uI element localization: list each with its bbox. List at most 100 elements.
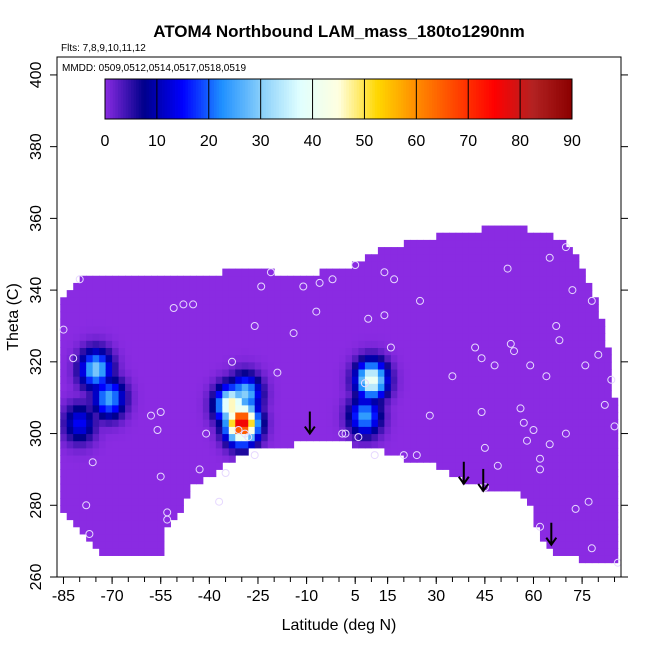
heat-cell	[105, 311, 113, 320]
heat-cell	[390, 383, 398, 392]
heat-cell	[403, 361, 411, 370]
heat-cell	[118, 426, 126, 435]
colorbar-segment	[208, 79, 212, 119]
heat-cell	[293, 361, 301, 370]
heat-cell	[488, 376, 496, 384]
x-tick-label: 30	[427, 588, 445, 605]
heat-cell	[235, 376, 243, 384]
heat-cell	[196, 383, 204, 392]
heat-cell	[79, 447, 87, 456]
heat-cell	[501, 404, 509, 413]
heat-cell	[313, 282, 321, 291]
heat-cell	[565, 354, 573, 363]
heat-cell	[274, 433, 282, 442]
heat-cell	[138, 533, 146, 542]
heat-cell	[66, 347, 74, 356]
heat-cell	[533, 505, 541, 513]
heat-cell	[105, 541, 113, 549]
y-tick-label: 380	[28, 133, 45, 160]
heat-cell	[488, 462, 496, 470]
heat-cell	[578, 526, 586, 535]
heat-cell	[92, 469, 100, 478]
heat-cell	[73, 412, 81, 420]
heat-cell	[300, 397, 308, 406]
colorbar-segment	[312, 79, 316, 119]
heat-cell	[163, 290, 171, 298]
heat-cell	[364, 340, 372, 348]
x-tick-label: 75	[573, 588, 591, 605]
heat-cell	[481, 268, 489, 277]
heat-cell	[189, 361, 197, 370]
heat-cell	[254, 383, 262, 392]
heat-cell	[319, 369, 327, 377]
heat-cell	[163, 325, 171, 334]
heat-cell	[351, 390, 359, 399]
heat-cell	[170, 447, 178, 456]
heat-cell	[163, 275, 171, 284]
heat-cell	[390, 447, 398, 456]
x-tick-label: 15	[379, 588, 397, 605]
heat-cell	[403, 261, 411, 270]
heat-cell	[170, 376, 178, 384]
heat-cell	[189, 476, 197, 485]
heat-cell	[565, 505, 573, 513]
heat-cell	[267, 404, 275, 413]
heat-cell	[559, 433, 567, 442]
colorbar-segment	[273, 79, 277, 119]
heat-cell	[261, 275, 269, 284]
heat-cell	[429, 383, 437, 392]
heat-cell	[112, 476, 120, 485]
heat-cell	[449, 340, 457, 348]
colorbar-segment	[351, 79, 355, 119]
heat-cell	[462, 419, 470, 427]
heat-cell	[313, 354, 321, 363]
heat-cell	[151, 476, 158, 485]
colorbar-segment	[400, 79, 404, 119]
heat-cell	[390, 275, 398, 284]
heat-cell	[565, 476, 573, 485]
heat-cell	[488, 476, 496, 485]
heat-cell	[436, 390, 444, 399]
heat-cell	[73, 512, 81, 521]
heat-cell	[578, 297, 586, 305]
heat-cell	[371, 426, 379, 435]
heat-cell	[73, 282, 81, 291]
heat-cell	[131, 390, 139, 399]
heat-cell	[507, 290, 515, 298]
heat-cell	[552, 447, 560, 456]
heat-cell	[442, 462, 450, 470]
heat-cell	[403, 290, 411, 298]
heat-cell	[611, 412, 619, 420]
heat-cell	[475, 311, 483, 320]
heat-cell	[410, 261, 418, 270]
heat-cell	[261, 361, 269, 370]
heat-cell	[163, 347, 171, 356]
heat-cell	[384, 247, 392, 255]
heat-cell	[501, 333, 509, 341]
heat-cell	[539, 232, 547, 241]
heat-cell	[559, 426, 567, 435]
heat-cell	[403, 254, 411, 262]
heat-cell	[572, 390, 580, 399]
heat-cell	[475, 261, 483, 270]
heat-cell	[507, 340, 515, 348]
heat-cell	[163, 282, 171, 291]
heat-cell	[66, 311, 74, 320]
heat-cell	[514, 462, 522, 470]
heat-cell	[92, 519, 100, 528]
heat-cell	[157, 541, 165, 549]
heat-cell	[462, 333, 470, 341]
heat-cell	[475, 290, 483, 298]
heat-cell	[507, 397, 515, 406]
colorbar-tick-label: 30	[252, 133, 270, 150]
heat-cell	[397, 261, 405, 270]
heat-cell	[410, 325, 418, 334]
heat-cell	[215, 361, 223, 370]
heat-cell	[125, 369, 133, 377]
heat-cell	[287, 340, 295, 348]
heat-cell	[351, 340, 359, 348]
heat-cell	[267, 340, 275, 348]
heat-cell	[604, 397, 612, 406]
heat-cell	[468, 261, 476, 270]
heat-cell	[468, 311, 476, 320]
